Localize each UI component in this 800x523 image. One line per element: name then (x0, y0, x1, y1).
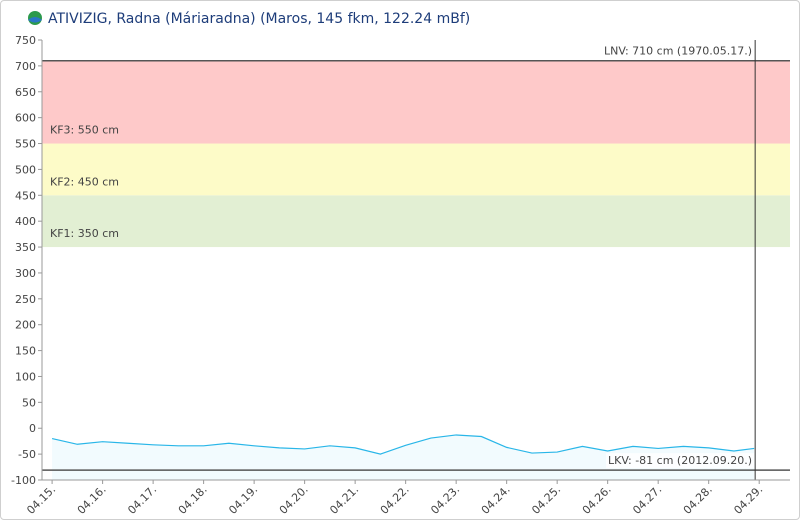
x-tick-label: 04.20. (277, 483, 311, 517)
y-tick-label: 300 (15, 267, 36, 280)
y-tick-label: 100 (15, 370, 36, 383)
x-tick-label: 04.28. (681, 483, 715, 517)
x-tick-label: 04.19. (226, 483, 260, 517)
y-tick-label: 150 (15, 345, 36, 358)
plot-band (42, 143, 790, 196)
x-tick-label: 04.27. (630, 483, 664, 517)
label-bg (606, 453, 754, 469)
y-tick-label: 750 (15, 34, 36, 47)
band-label: KF3: 550 cm (50, 124, 119, 137)
plot-line-label: LKV: -81 cm (2012.09.20.) (608, 454, 752, 467)
y-tick-label: 450 (15, 189, 36, 202)
x-tick-label: 04.24. (479, 483, 513, 517)
y-tick-label: 50 (22, 396, 36, 409)
plot-line-label: LNV: 710 cm (1970.05.17.) (604, 45, 752, 58)
y-tick-label: 550 (15, 138, 36, 151)
y-tick-label: 650 (15, 86, 36, 99)
y-tick-label: 700 (15, 60, 36, 73)
x-tick-label: 04.18. (176, 483, 210, 517)
x-tick-label: 04.23. (428, 483, 462, 517)
band-label: KF2: 450 cm (50, 175, 119, 188)
plot-band (42, 60, 790, 144)
y-tick-label: 500 (15, 163, 36, 176)
x-tick-label: 04.26. (580, 483, 614, 517)
y-tick-label: 200 (15, 319, 36, 332)
area-fill (52, 434, 755, 480)
plot-band (42, 195, 790, 248)
x-tick-label: 04.15. (24, 483, 58, 517)
y-tick-label: -50 (18, 448, 36, 461)
x-tick-label: 04.17. (125, 483, 159, 517)
y-tick-label: 600 (15, 112, 36, 125)
y-tick-label: 350 (15, 241, 36, 254)
x-tick-label: 04.21. (327, 483, 361, 517)
y-tick-label: 0 (29, 422, 36, 435)
x-tick-label: 04.16. (75, 483, 109, 517)
y-tick-label: 250 (15, 293, 36, 306)
label-bg (601, 43, 754, 59)
data-line (51, 434, 755, 455)
chart-title: ATIVIZIG, Radna (Máriaradna) (Maros, 145… (48, 11, 470, 27)
band-label: KF1: 350 cm (50, 227, 119, 240)
y-tick-label: 400 (15, 215, 36, 228)
logo-icon (28, 11, 42, 25)
x-tick-label: 04.25. (529, 483, 563, 517)
x-tick-label: 04.22. (378, 483, 412, 517)
y-tick-label: -100 (11, 474, 36, 487)
x-tick-label: 04.29. (731, 483, 765, 517)
